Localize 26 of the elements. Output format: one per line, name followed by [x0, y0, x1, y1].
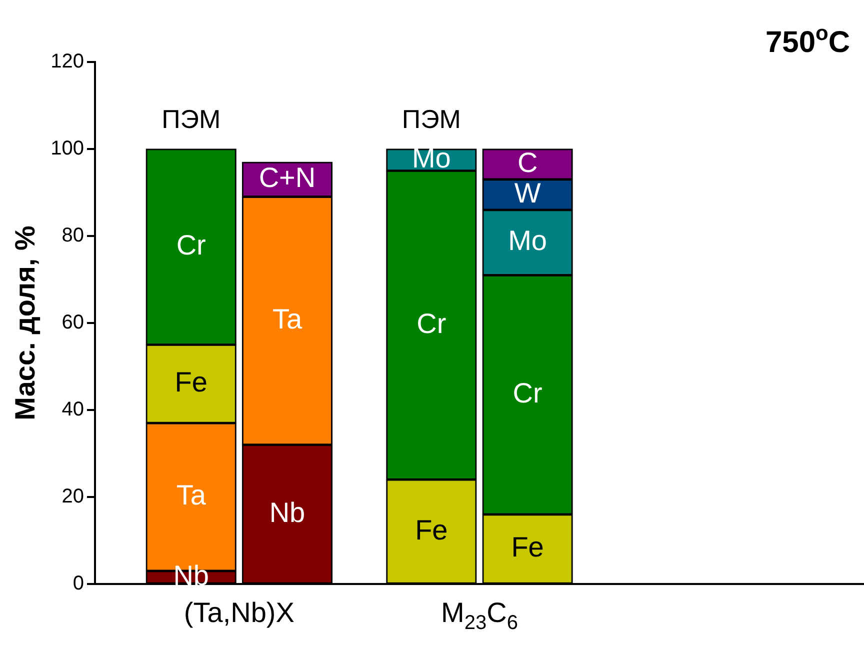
text: Mo — [508, 225, 547, 256]
series-label: Fe — [511, 532, 544, 563]
x-tick-label: ПЭМ — [162, 104, 221, 134]
text: Cr — [176, 230, 206, 261]
text: Cr — [416, 308, 446, 339]
y-tick-label: 120 — [50, 50, 84, 73]
y-tick-label: 40 — [62, 398, 84, 421]
text: Fe — [415, 514, 448, 546]
series-label: W — [514, 177, 542, 208]
text: Nb — [269, 496, 306, 528]
text: (Ta,Nb)X — [184, 597, 295, 628]
series-label: C — [517, 146, 538, 178]
y-axis-title: Масс. доля, % — [10, 226, 41, 420]
series-label: Ta — [176, 480, 206, 511]
y-tick-label: 100 — [50, 138, 84, 160]
y-tick-label: 0 — [72, 572, 84, 595]
series-label: C+N — [258, 162, 316, 194]
y-tick-label: 80 — [62, 224, 84, 247]
series-label: Mo — [412, 142, 451, 174]
series-label: Nb — [173, 560, 209, 591]
series-label: Cr — [512, 377, 542, 408]
text: Ta — [272, 304, 302, 335]
y-tick-label: 60 — [62, 312, 84, 334]
y-tick-label: 20 — [62, 486, 84, 508]
x-tick-label: ПЭМ — [402, 104, 461, 134]
text: Fe — [174, 366, 208, 398]
